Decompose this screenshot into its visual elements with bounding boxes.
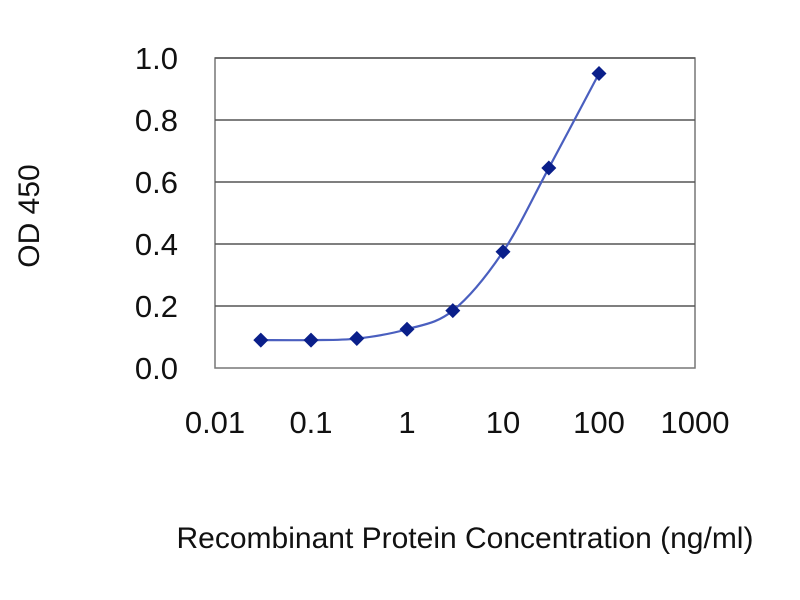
y-axis-tick-labels: 0.0 0.2 0.4 0.6 0.8 1.0	[135, 41, 178, 386]
data-point-marker	[349, 331, 365, 347]
y-tick-label: 0.8	[135, 103, 178, 138]
data-points	[253, 66, 607, 348]
data-point-marker	[399, 321, 415, 337]
data-point-marker	[541, 160, 557, 176]
x-axis-title: Recombinant Protein Concentration (ng/ml…	[177, 522, 754, 555]
x-tick-label: 0.1	[289, 405, 332, 440]
data-point-marker	[253, 332, 269, 348]
data-point-marker	[591, 66, 607, 81]
y-tick-label: 0.0	[135, 351, 178, 386]
y-axis-title: OD 450	[13, 164, 46, 267]
y-tick-label: 0.2	[135, 289, 178, 324]
x-tick-label: 0.01	[185, 405, 245, 440]
x-axis-tick-labels: 0.01 0.1 1 10 100 1000	[185, 405, 730, 440]
x-tick-label: 1000	[661, 405, 730, 440]
data-point-marker	[303, 332, 319, 348]
y-tick-label: 0.6	[135, 165, 178, 200]
data-point-marker	[445, 303, 461, 319]
grid-lines	[215, 57, 695, 307]
x-tick-label: 100	[573, 405, 625, 440]
data-point-marker	[495, 244, 511, 260]
x-tick-label: 1	[398, 405, 415, 440]
y-tick-label: 1.0	[135, 41, 178, 76]
plot-area	[214, 57, 696, 369]
y-tick-label: 0.4	[135, 227, 178, 262]
x-tick-label: 10	[486, 405, 520, 440]
